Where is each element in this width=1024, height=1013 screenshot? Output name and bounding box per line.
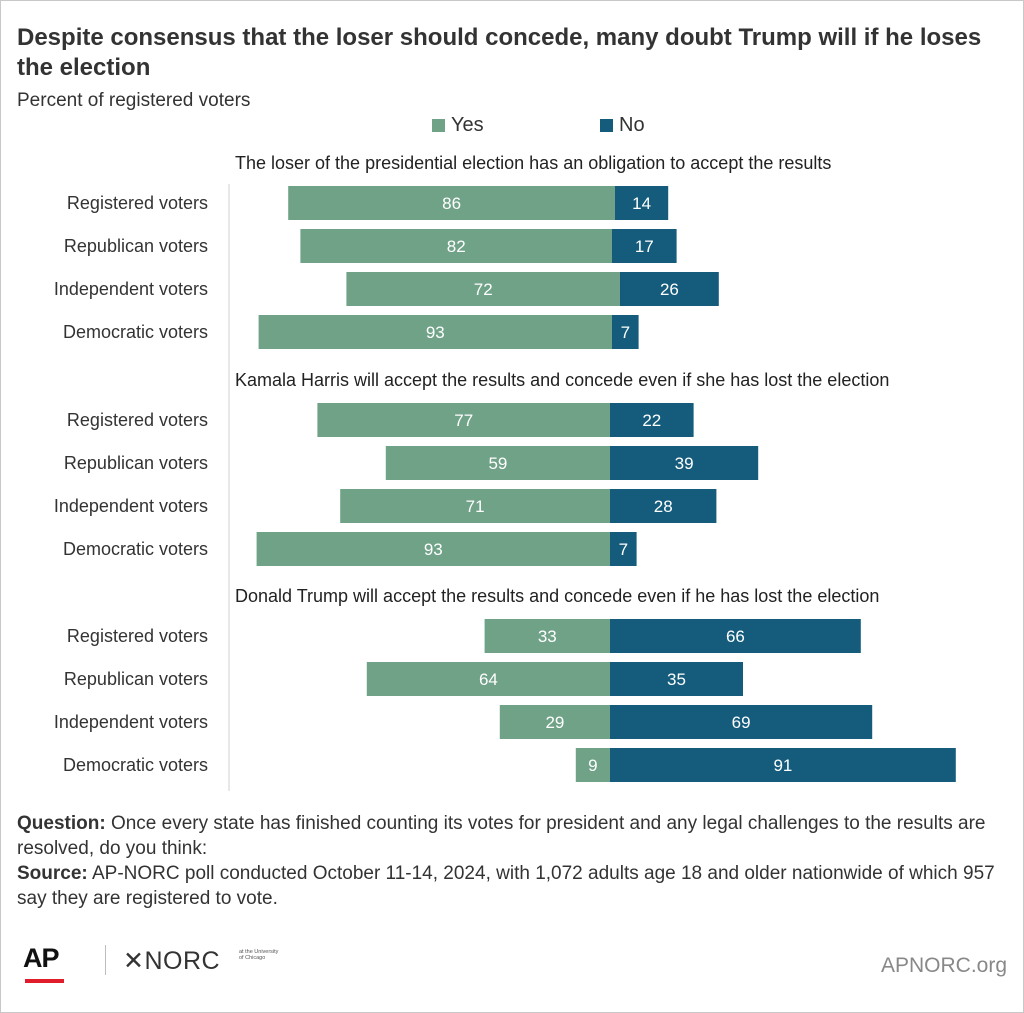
data-label-yes: 93: [426, 323, 445, 342]
question-label: Question:: [17, 813, 106, 834]
category-label: Registered voters: [67, 193, 208, 213]
bar-yes: [258, 315, 612, 349]
legend-item-yes: Yes: [432, 114, 484, 137]
data-label-no: 26: [660, 280, 679, 299]
legend-label-no: No: [619, 114, 645, 136]
data-label-yes: 93: [424, 540, 443, 559]
bar-no: [610, 532, 637, 566]
bar-yes: [288, 186, 615, 220]
norc-logo: ✕NORC: [123, 947, 221, 975]
bar-no: [610, 705, 873, 739]
bar-no: [610, 489, 717, 523]
data-label-yes: 77: [454, 411, 473, 430]
source-text: AP-NORC poll conducted October 11-14, 20…: [17, 863, 995, 909]
data-label-no: 7: [621, 323, 630, 342]
logo-divider: [105, 945, 106, 975]
data-label-no: 28: [654, 497, 673, 516]
category-label: Republican voters: [64, 669, 208, 689]
data-label-yes: 59: [488, 454, 507, 473]
bar-yes: [484, 619, 610, 653]
site-url: APNORC.org: [880, 954, 1007, 977]
source-note: Source: AP-NORC poll conducted October 1…: [17, 861, 1002, 911]
bar-yes: [317, 403, 610, 437]
bar-yes: [256, 532, 610, 566]
panel-title-1: The loser of the presidential election h…: [235, 153, 831, 173]
category-label: Democratic voters: [63, 322, 208, 342]
data-label-yes: 9: [588, 756, 597, 775]
category-label: Independent voters: [54, 712, 208, 732]
data-label-yes: 33: [538, 627, 557, 646]
data-label-no: 66: [726, 627, 745, 646]
bar-yes: [575, 748, 610, 782]
bar-no: [610, 662, 743, 696]
bar-no: [610, 619, 861, 653]
ap-logo-underline: [25, 979, 64, 983]
bar-no: [610, 446, 759, 480]
logo-row: AP ✕NORC at the University of Chicago: [23, 943, 353, 987]
norc-logo-subtext: at the University of Chicago: [239, 949, 279, 961]
bar-no: [615, 186, 669, 220]
legend-label-yes: Yes: [451, 114, 484, 136]
category-label: Independent voters: [54, 279, 208, 299]
bar-yes: [346, 272, 620, 306]
panel-title-3: Donald Trump will accept the results and…: [235, 586, 879, 606]
question-note: Question: Once every state has finished …: [17, 811, 1002, 861]
data-label-no: 14: [632, 194, 651, 213]
data-label-yes: 86: [442, 194, 461, 213]
category-label: Registered voters: [67, 626, 208, 646]
data-label-yes: 71: [466, 497, 485, 516]
diverging-bar-chart: The loser of the presidential election h…: [54, 153, 956, 791]
data-label-yes: 72: [474, 280, 493, 299]
chart-title: Despite consensus that the loser should …: [17, 24, 982, 81]
category-label: Republican voters: [64, 453, 208, 473]
legend-item-no: No: [600, 114, 645, 137]
data-label-no: 7: [619, 540, 628, 559]
category-label: Registered voters: [67, 410, 208, 430]
bar-yes: [385, 446, 610, 480]
bar-no: [620, 272, 719, 306]
data-label-yes: 29: [545, 713, 564, 732]
bar-no: [610, 403, 694, 437]
data-label-no: 35: [667, 670, 686, 689]
question-text: Once every state has finished counting i…: [17, 813, 986, 859]
ap-logo: AP: [23, 943, 60, 973]
chart-subtitle: Percent of registered voters: [17, 90, 251, 111]
category-label: Independent voters: [54, 496, 208, 516]
legend: Yes No: [1, 114, 1024, 138]
category-label: Republican voters: [64, 236, 208, 256]
bar-no: [610, 748, 956, 782]
footer-notes: Question: Once every state has finished …: [17, 811, 1002, 911]
bar-yes: [300, 229, 612, 263]
bar-yes: [499, 705, 610, 739]
bar-yes: [340, 489, 610, 523]
panel-title-2: Kamala Harris will accept the results an…: [235, 370, 889, 390]
data-label-no: 69: [732, 713, 751, 732]
bar-yes: [366, 662, 610, 696]
bar-no: [612, 229, 677, 263]
data-label-yes: 64: [479, 670, 498, 689]
category-label: Democratic voters: [63, 539, 208, 559]
data-label-no: 17: [635, 237, 654, 256]
legend-swatch-yes: [432, 119, 445, 132]
legend-swatch-no: [600, 119, 613, 132]
data-label-yes: 82: [447, 237, 466, 256]
data-label-no: 22: [642, 411, 661, 430]
data-label-no: 39: [675, 454, 694, 473]
data-label-no: 91: [773, 756, 792, 775]
category-label: Democratic voters: [63, 755, 208, 775]
bar-no: [612, 315, 639, 349]
source-label: Source:: [17, 863, 88, 884]
